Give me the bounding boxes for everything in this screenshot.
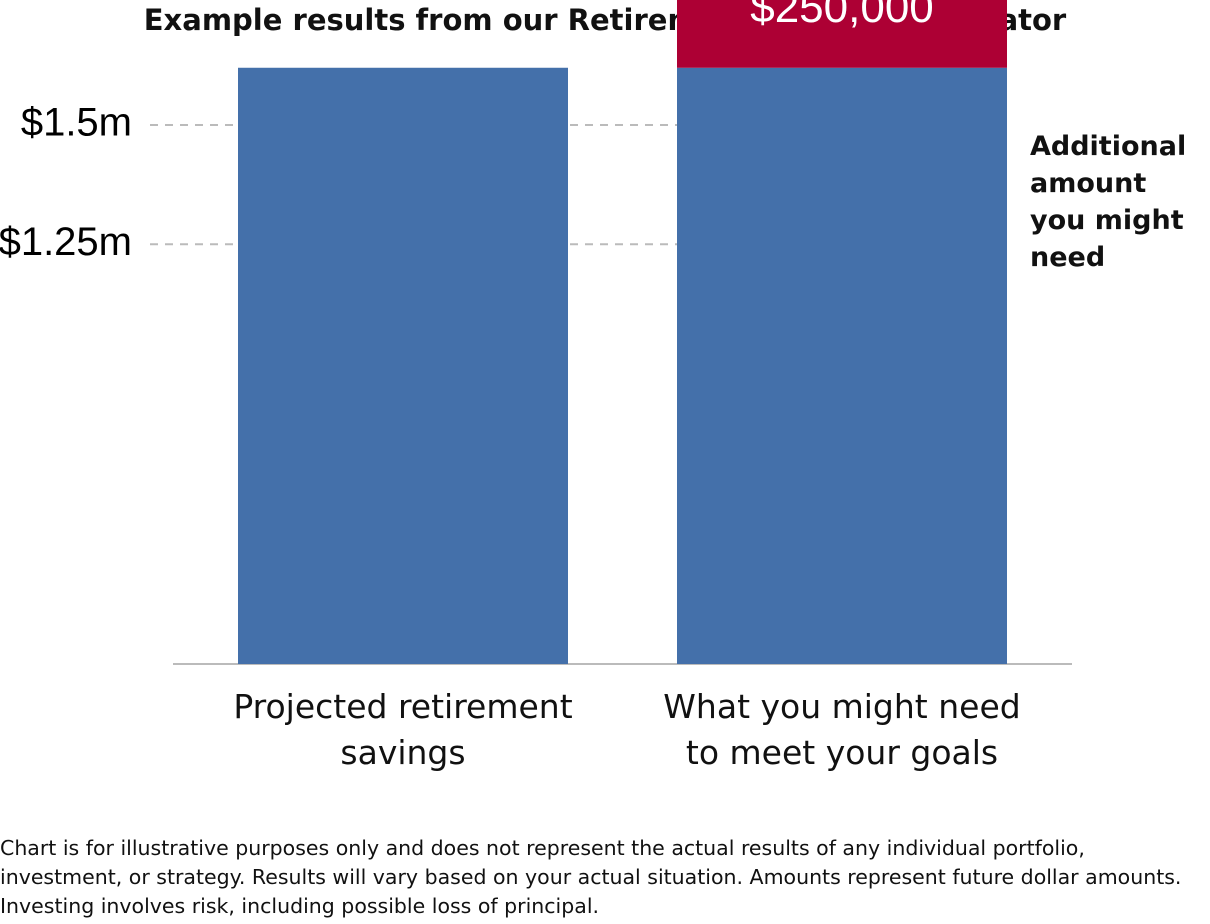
bar-segment xyxy=(677,67,1007,665)
y-tick-label: $1.25m xyxy=(0,220,132,264)
y-tick-label: $1.5m xyxy=(21,101,132,145)
x-tick-label: What you might need to meet your goals xyxy=(663,687,1021,772)
bar-segment xyxy=(238,67,568,665)
value-label: $250,000 xyxy=(750,0,934,32)
annotation: Additional amount you might need xyxy=(1030,131,1187,273)
footnote: Chart is for illustrative purposes only … xyxy=(0,836,1182,918)
x-tick-label: Projected retirement savings xyxy=(233,687,573,772)
bar-segment xyxy=(677,0,1007,68)
